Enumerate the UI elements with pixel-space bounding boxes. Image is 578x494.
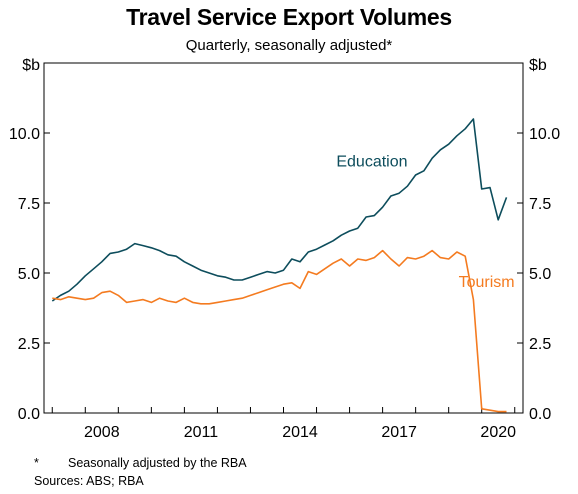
x-tick-label: 2020 [480,424,516,441]
y-unit-left: $b [22,57,40,74]
y-tick-label-right: 10.0 [529,126,560,143]
y-tick-label-left: 2.5 [18,336,40,353]
y-tick-label-right: 7.5 [529,196,551,213]
series-label-education: Education [336,154,407,171]
y-unit-right: $b [529,57,547,74]
y-tick-label-left: 7.5 [18,196,40,213]
y-tick-label-right: 0.0 [529,406,551,423]
y-tick-label-right: 5.0 [529,266,551,283]
series-line-education [51,118,508,302]
chart-subtitle: Quarterly, seasonally adjusted* [185,37,393,54]
footnote-sources: Sources: ABS; RBA [34,474,144,488]
plot-frame [43,62,524,414]
y-tick-label-left: 5.0 [18,266,40,283]
footnote-marker: * [34,456,39,470]
x-tick-label: 2008 [84,424,120,441]
footnote-seasonal-text: Seasonally adjusted by the RBA [68,456,247,470]
footnote-seasonal: * Seasonally adjusted by the RBA [34,456,247,470]
series-line-tourism [52,249,507,413]
x-tick-label: 2014 [282,424,318,441]
y-tick-label-left: 0.0 [18,406,40,423]
x-tick-label: 2017 [381,424,417,441]
y-tick-label-left: 10.0 [9,126,40,143]
x-tick-label: 2011 [184,424,219,441]
series-label-tourism: Tourism [459,274,515,291]
chart-title: Travel Service Export Volumes [126,4,452,30]
y-tick-label-right: 2.5 [529,336,551,353]
